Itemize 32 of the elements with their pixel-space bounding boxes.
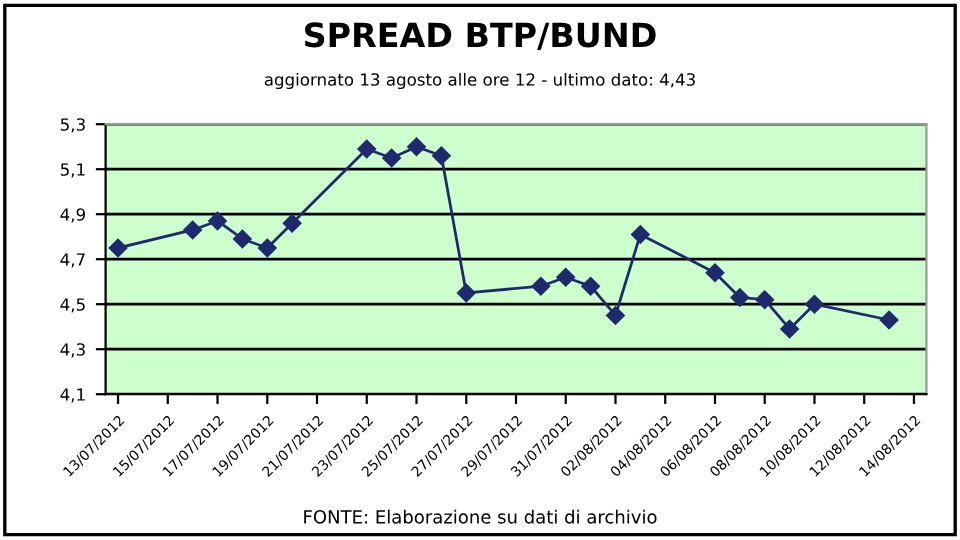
point [531, 276, 551, 296]
point [805, 294, 824, 314]
y-tick-label: 4,5 [60, 298, 85, 313]
point [183, 220, 202, 240]
point [407, 137, 426, 156]
y-tick-label: 4,7 [60, 253, 85, 268]
point [208, 211, 227, 231]
chart-subtitle: aggiornato 13 agosto alle ore 12 - ultimo dato: 4,43 [264, 72, 695, 90]
y-tick-label: 5,1 [60, 163, 85, 178]
y-tick-label: 4,3 [60, 343, 85, 358]
y-tick-label: 5,3 [60, 118, 85, 133]
point [432, 146, 451, 165]
point [780, 319, 799, 339]
point [282, 213, 302, 233]
point [755, 290, 774, 309]
point [631, 225, 650, 244]
point [730, 288, 750, 307]
point [879, 310, 899, 330]
chart-title: SPREAD BTP/BUND [305, 22, 656, 51]
point [108, 238, 128, 258]
source-note: FONTE: Elaborazione su dati di archivio [304, 509, 657, 524]
point [705, 263, 725, 282]
point [233, 229, 252, 249]
point [606, 306, 625, 325]
point [357, 139, 377, 159]
point [556, 267, 575, 287]
y-tick-label: 4,1 [60, 388, 85, 403]
point [382, 148, 401, 168]
point [258, 238, 277, 258]
point [581, 276, 600, 296]
point [457, 283, 476, 303]
y-tick-label: 4,9 [60, 208, 85, 223]
